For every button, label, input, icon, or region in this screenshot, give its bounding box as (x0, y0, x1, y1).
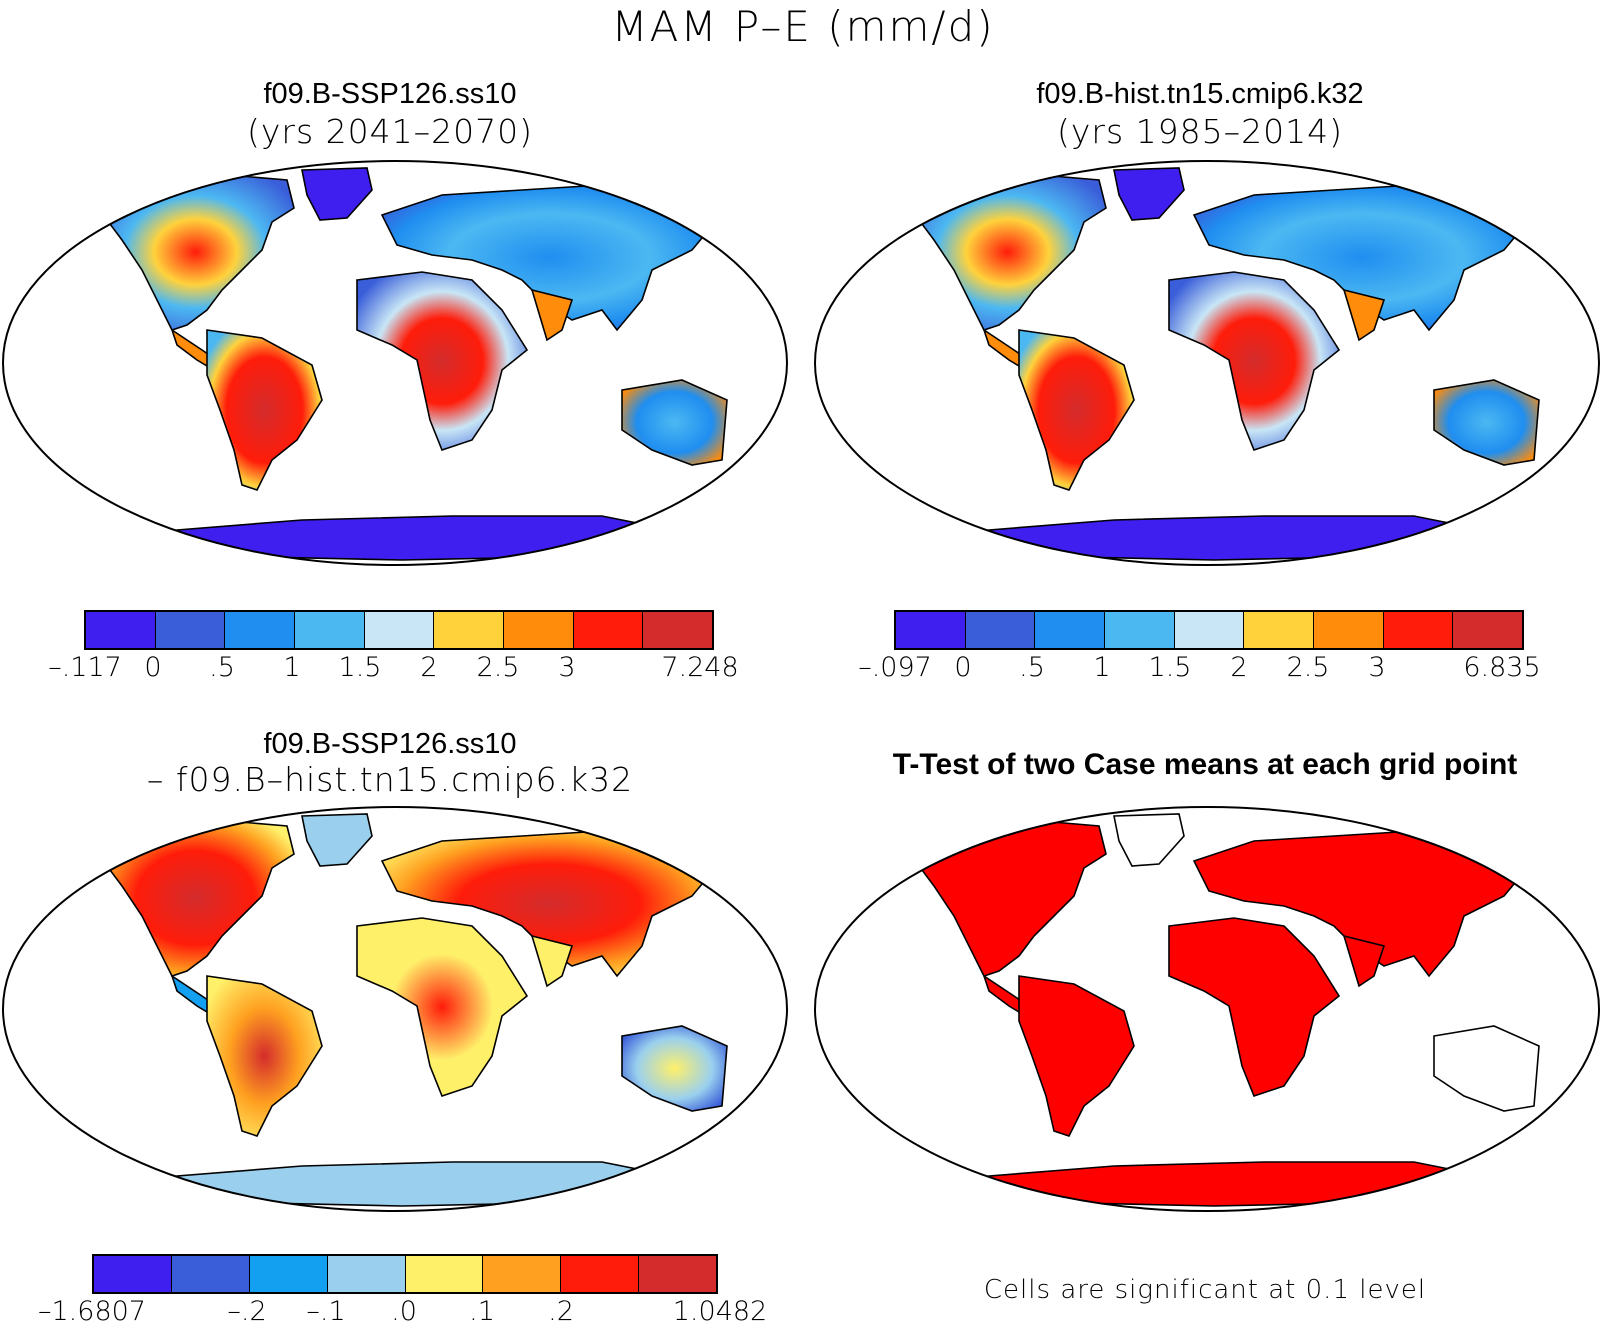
map-ttest-antarctica-region (962, 1161, 1476, 1207)
map-diff-antarctica-region (150, 1161, 664, 1207)
map-ssp-india-region (530, 288, 574, 342)
map-hist-map-border (814, 160, 1600, 566)
panel-ssp-title: f09.B-SSP126.ss10 (263, 78, 517, 110)
map-ttest-north-america-region (907, 819, 1107, 977)
figure-title: MAM P–E (mm/d) (611, 2, 995, 51)
colorbar-diff (92, 1254, 718, 1294)
map-ttest-map-border (814, 806, 1600, 1212)
map-ssp-greenland-region (301, 167, 373, 221)
colorbar-diff-swatch (483, 1256, 562, 1292)
colorbar-diff-swatch (405, 1256, 484, 1292)
panel-diff-subtitle: – f09.B–hist.tn15.cmip6.k32 (146, 760, 634, 799)
map-diff-australia-region (621, 1025, 728, 1112)
colorbar-diff-tick-label: –.2 (227, 1296, 267, 1327)
map-ttest (814, 806, 1600, 1212)
colorbar-diff-tick-label: –1.6807 (38, 1296, 146, 1327)
colorbar-hist-swatch (1453, 612, 1523, 648)
colorbar-diff-swatch (327, 1256, 406, 1292)
colorbar-ssp-tick-label: 2 (420, 652, 438, 683)
map-hist-south-america-region (1018, 329, 1135, 491)
colorbar-ssp-swatch (504, 612, 574, 648)
colorbar-ssp-tick-label: .5 (209, 652, 235, 683)
colorbar-diff-tick-label: –.1 (306, 1296, 346, 1327)
map-hist-africa-region (1168, 271, 1341, 451)
map-hist (814, 160, 1600, 566)
map-ssp-north-america-region (95, 173, 295, 331)
colorbar-hist-tick-label: 6.835 (1463, 652, 1541, 683)
colorbar-hist-tick-label: 2.5 (1286, 652, 1330, 683)
colorbar-ssp-swatch (573, 612, 644, 648)
map-diff-map-border (2, 806, 788, 1212)
panel-diff-title: f09.B-SSP126.ss10 (263, 728, 517, 760)
colorbar-hist-tick-label: 3 (1368, 652, 1386, 683)
colorbar-hist-swatch (1105, 612, 1175, 648)
map-diff (2, 806, 788, 1212)
map-hist-india-region (1342, 288, 1386, 342)
colorbar-hist (894, 610, 1524, 650)
map-ssp-south-america-region (206, 329, 323, 491)
significance-note: Cells are significant at 0.1 level (983, 1275, 1427, 1305)
map-ssp-map-border (2, 160, 788, 566)
colorbar-ssp (84, 610, 714, 650)
colorbar-hist-tick-label: –.097 (858, 652, 932, 683)
map-ssp-antarctica-region (150, 515, 664, 561)
colorbar-diff-swatch (171, 1256, 250, 1292)
colorbar-diff-swatch (639, 1256, 716, 1292)
map-diff-india-region (530, 934, 574, 988)
colorbar-ssp-swatch (225, 612, 296, 648)
map-ttest-india-region (1342, 934, 1386, 988)
colorbar-hist-swatch (1174, 612, 1245, 648)
map-hist-antarctica-region (962, 515, 1476, 561)
colorbar-diff-tick-label: .2 (548, 1296, 574, 1327)
colorbar-hist-tick-label: .5 (1019, 652, 1045, 683)
map-ttest-australia-region (1433, 1025, 1540, 1112)
colorbar-ssp-tick-label: 0 (144, 652, 162, 683)
colorbar-hist-swatch (965, 612, 1036, 648)
colorbar-hist-swatch (1244, 612, 1315, 648)
colorbar-hist-tick-label: 1.5 (1148, 652, 1192, 683)
map-diff-south-america-region (206, 975, 323, 1137)
panel-ttest-title: T-Test of two Case means at each grid po… (892, 748, 1518, 781)
colorbar-diff-swatch (249, 1256, 328, 1292)
colorbar-ssp-swatch (86, 612, 156, 648)
map-ssp-australia-region (621, 379, 728, 466)
colorbar-hist-tick-label: 0 (954, 652, 972, 683)
colorbar-ssp-swatch (364, 612, 435, 648)
colorbar-hist-swatch (896, 612, 966, 648)
colorbar-diff-tick-label: 1.0482 (672, 1296, 768, 1327)
map-diff-north-america-region (95, 819, 295, 977)
map-ttest-greenland-region (1113, 813, 1185, 867)
colorbar-diff-tick-label: .1 (469, 1296, 495, 1327)
colorbar-diff-swatch (561, 1256, 640, 1292)
map-ssp-africa-region (356, 271, 529, 451)
colorbar-ssp-swatch (643, 612, 713, 648)
colorbar-ssp-tick-label: 1 (283, 652, 301, 683)
map-diff-africa-region (356, 917, 529, 1097)
colorbar-ssp-tick-label: 1.5 (338, 652, 382, 683)
colorbar-ssp-tick-label: 2.5 (476, 652, 520, 683)
map-hist-australia-region (1433, 379, 1540, 466)
colorbar-ssp-swatch (434, 612, 505, 648)
colorbar-ssp-tick-label: 7.248 (661, 652, 739, 683)
colorbar-hist-swatch (1383, 612, 1454, 648)
map-hist-north-america-region (907, 173, 1107, 331)
panel-ssp-subtitle: (yrs 2041–2070) (247, 112, 533, 151)
colorbar-ssp-tick-label: 3 (558, 652, 576, 683)
colorbar-hist-swatch (1314, 612, 1384, 648)
map-ttest-africa-region (1168, 917, 1341, 1097)
colorbar-hist-tick-label: 1 (1093, 652, 1111, 683)
map-ttest-south-america-region (1018, 975, 1135, 1137)
colorbar-ssp-swatch (155, 612, 226, 648)
map-diff-greenland-region (301, 813, 373, 867)
colorbar-diff-tick-label: .0 (391, 1296, 417, 1327)
colorbar-hist-tick-label: 2 (1230, 652, 1248, 683)
panel-hist-title: f09.B-hist.tn15.cmip6.k32 (1036, 78, 1364, 110)
map-ssp (2, 160, 788, 566)
colorbar-hist-swatch (1035, 612, 1106, 648)
colorbar-diff-swatch (94, 1256, 172, 1292)
colorbar-ssp-tick-label: –.117 (48, 652, 122, 683)
colorbar-ssp-swatch (295, 612, 365, 648)
map-hist-greenland-region (1113, 167, 1185, 221)
panel-hist-subtitle: (yrs 1985–2014) (1057, 112, 1343, 151)
